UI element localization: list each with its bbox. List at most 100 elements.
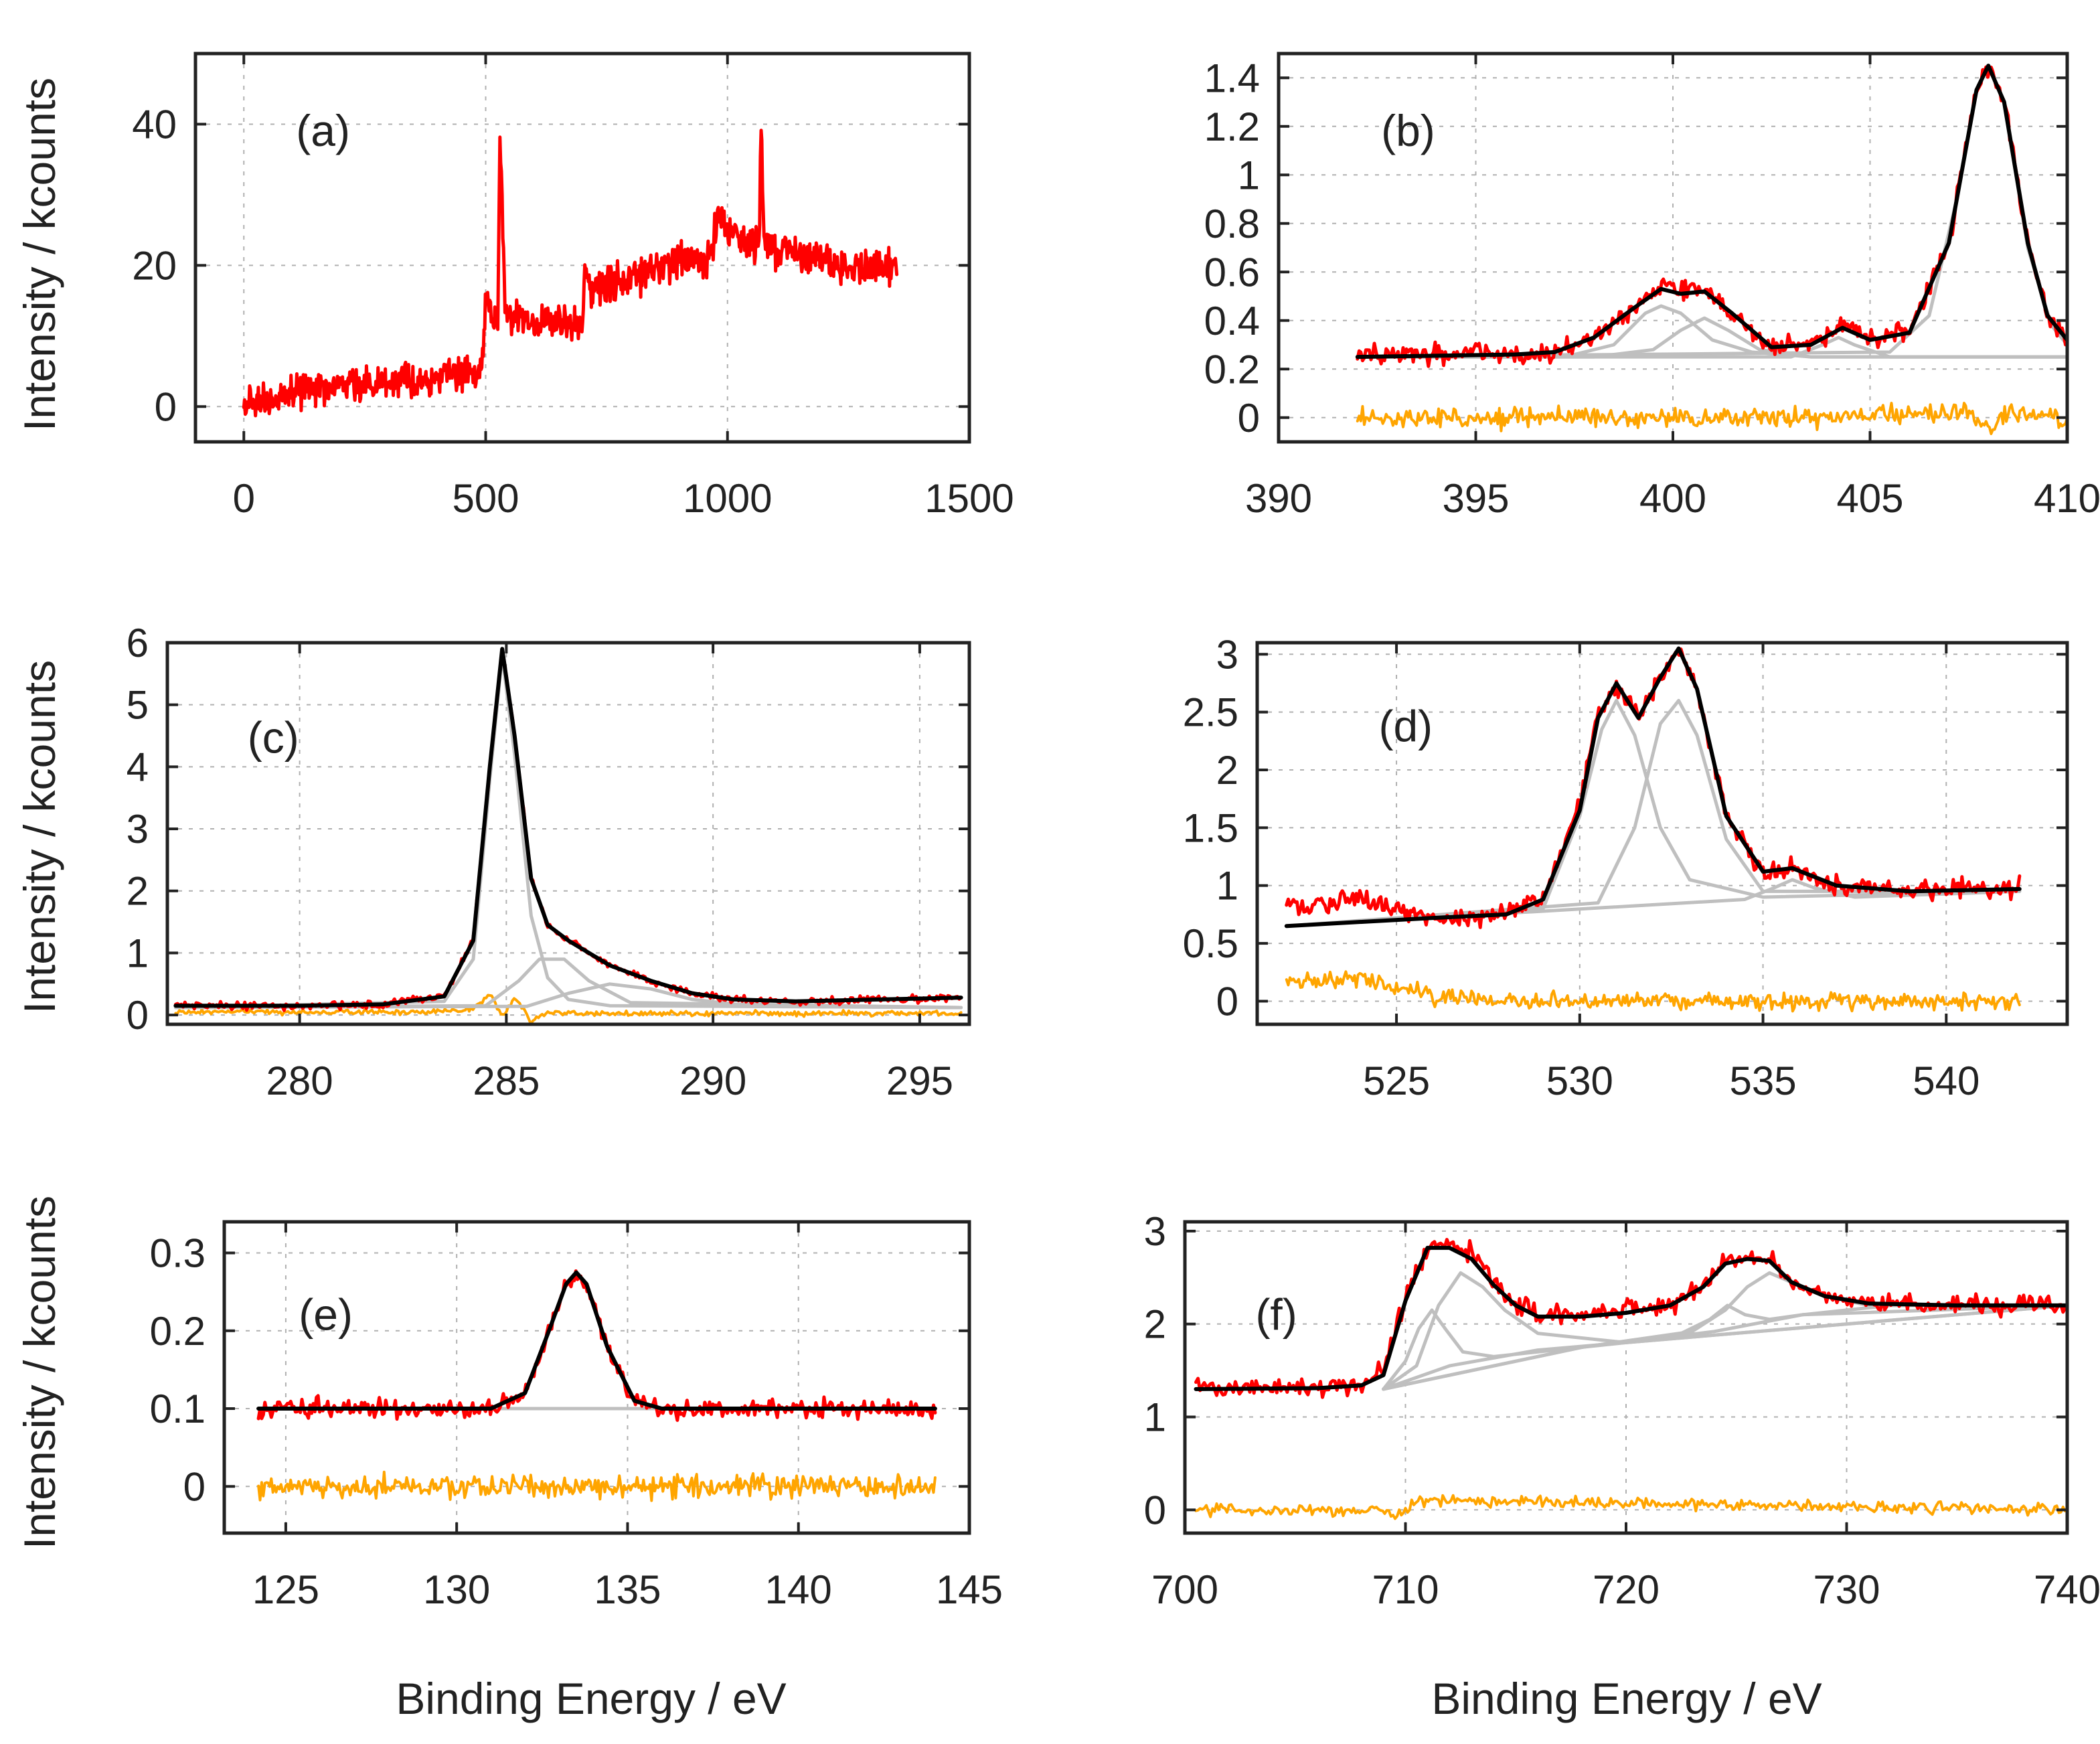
x-tick-label: 130 <box>423 1567 490 1612</box>
series-component-2 <box>1285 698 2022 928</box>
y-tick-label: 0 <box>183 1464 206 1509</box>
series-residual <box>1285 970 2021 1013</box>
y-tick-label: 40 <box>132 102 177 147</box>
y-tick-label: 5 <box>127 683 149 728</box>
x-tick-label: 295 <box>886 1058 953 1103</box>
y-tick-label: 1 <box>127 931 149 975</box>
y-tick-label: 4 <box>127 744 149 789</box>
panel-d: 525 530 535 540 0 0.5 1 1.5 2 2.5 3 (d) <box>1183 632 2069 1103</box>
series-fit <box>1194 1245 2067 1391</box>
x-tick-label: 1000 <box>683 476 772 521</box>
plot-area <box>1355 64 2067 435</box>
x-tick-label: 405 <box>1836 476 1903 521</box>
panel-label: (a) <box>296 106 350 155</box>
y-tick-label: 3 <box>1144 1209 1166 1254</box>
y-tick-label: 0.2 <box>1204 347 1260 392</box>
x-tick-label: 535 <box>1730 1058 1797 1103</box>
y-tick-label: 0.8 <box>1204 202 1260 246</box>
panel-label: (d) <box>1379 701 1433 750</box>
panel-f: 700 710 720 730 740 0 1 2 3 (f) <box>1144 1209 2100 1612</box>
y-tick-label: 1.2 <box>1204 104 1260 149</box>
series-baseline <box>1382 1303 2067 1391</box>
y-tick-label: 0.4 <box>1204 299 1260 343</box>
x-tick-label: 710 <box>1372 1567 1439 1612</box>
plot-area <box>242 129 899 418</box>
x-tick-label: 125 <box>252 1567 319 1612</box>
plot-area <box>173 647 963 1024</box>
y-tick-label: 3 <box>1216 632 1238 677</box>
series-component-4 <box>1356 64 2067 359</box>
series-residual <box>1356 402 2067 435</box>
series-fit <box>1355 64 2067 360</box>
y-tick-label: 0 <box>1238 396 1260 441</box>
series-data <box>1194 1238 2067 1399</box>
plot-area <box>1194 1238 2067 1520</box>
y-tick-label: 0 <box>1144 1488 1166 1532</box>
y-tick-label: 0.6 <box>1204 250 1260 295</box>
y-tick-label: 6 <box>127 621 149 665</box>
y-tick-label: 1 <box>1238 153 1260 197</box>
x-tick-label: 0 <box>233 476 255 521</box>
series-component-1 <box>1382 1303 2067 1391</box>
series-fit <box>173 647 963 1008</box>
x-tick-label: 395 <box>1442 476 1509 521</box>
panel-label: (b) <box>1381 106 1435 155</box>
panel-label: (c) <box>248 713 299 763</box>
plot-frame <box>193 52 971 444</box>
x-tick-label: 280 <box>266 1058 333 1103</box>
x-tick-label: 390 <box>1245 476 1312 521</box>
plot-frame <box>1255 641 2069 1026</box>
y-tick-label: 0 <box>155 384 177 429</box>
y-tick-label: 3 <box>127 807 149 852</box>
series-component-3 <box>1356 335 2067 359</box>
series-residual <box>174 994 963 1024</box>
x-tick-label: 140 <box>765 1567 832 1612</box>
x-tick-label: 285 <box>473 1058 540 1103</box>
series-data <box>1285 647 2022 929</box>
panel-label: (e) <box>299 1290 353 1340</box>
panel-e: 125 130 135 140 145 0 0.1 0.2 0.3 (e) <box>150 1220 1003 1612</box>
y-tick-label: 0.1 <box>150 1386 206 1431</box>
y-tick-label: 2.5 <box>1183 690 1238 735</box>
x-tick-label: 135 <box>594 1567 661 1612</box>
y-axis-title-row1: Intensity / kcounts <box>15 78 64 431</box>
y-tick-label: 0.2 <box>150 1309 206 1354</box>
panel-a: 0 500 1000 1500 0 20 40 (a) <box>132 52 1014 521</box>
series-residual <box>257 1470 937 1502</box>
series-survey <box>242 129 899 418</box>
series-component-2 <box>1382 1271 2067 1391</box>
plot-area <box>1284 646 2022 1013</box>
series-component-3 <box>1382 1303 2067 1391</box>
y-tick-label: 2 <box>127 869 149 914</box>
plot-frame <box>222 1220 971 1535</box>
series-component-c-c <box>173 653 963 1010</box>
y-tick-label: 0 <box>127 993 149 1038</box>
x-tick-label: 740 <box>2034 1567 2100 1612</box>
x-tick-label: 500 <box>452 476 519 521</box>
x-tick-label: 525 <box>1363 1058 1430 1103</box>
y-tick-label: 0.5 <box>1183 921 1238 966</box>
y-tick-label: 1 <box>1216 864 1238 908</box>
plot-frame <box>165 641 971 1026</box>
y-tick-label: 1 <box>1144 1395 1166 1439</box>
x-tick-label: 730 <box>1813 1567 1880 1612</box>
x-tick-label: 720 <box>1593 1567 1660 1612</box>
series-fit <box>1284 646 2022 929</box>
y-tick-label: 1.4 <box>1204 56 1260 100</box>
series-component-1 <box>1285 698 2022 928</box>
x-axis-title-left: Binding Energy / eV <box>396 1674 786 1723</box>
x-tick-label: 290 <box>679 1058 746 1103</box>
series-data <box>173 651 963 1012</box>
y-axis-title-row3: Intensity / kcounts <box>15 1196 64 1549</box>
series-fit <box>256 1270 937 1411</box>
x-tick-label: 540 <box>1913 1058 1980 1103</box>
y-axis-title-row2: Intensity / kcounts <box>15 660 64 1014</box>
x-tick-label: 410 <box>2034 476 2100 521</box>
x-tick-label: 1500 <box>924 476 1014 521</box>
series-data <box>256 1269 937 1422</box>
panel-b: 390 395 400 405 410 00.20.40.60.8 11.21.4 (b) <box>1204 52 2100 521</box>
y-tick-label: 0.3 <box>150 1231 206 1276</box>
series-component-c-o <box>173 957 963 1010</box>
panel-c: 280 285 290 295 0 1 2 3 4 5 6 (c) <box>127 621 971 1103</box>
